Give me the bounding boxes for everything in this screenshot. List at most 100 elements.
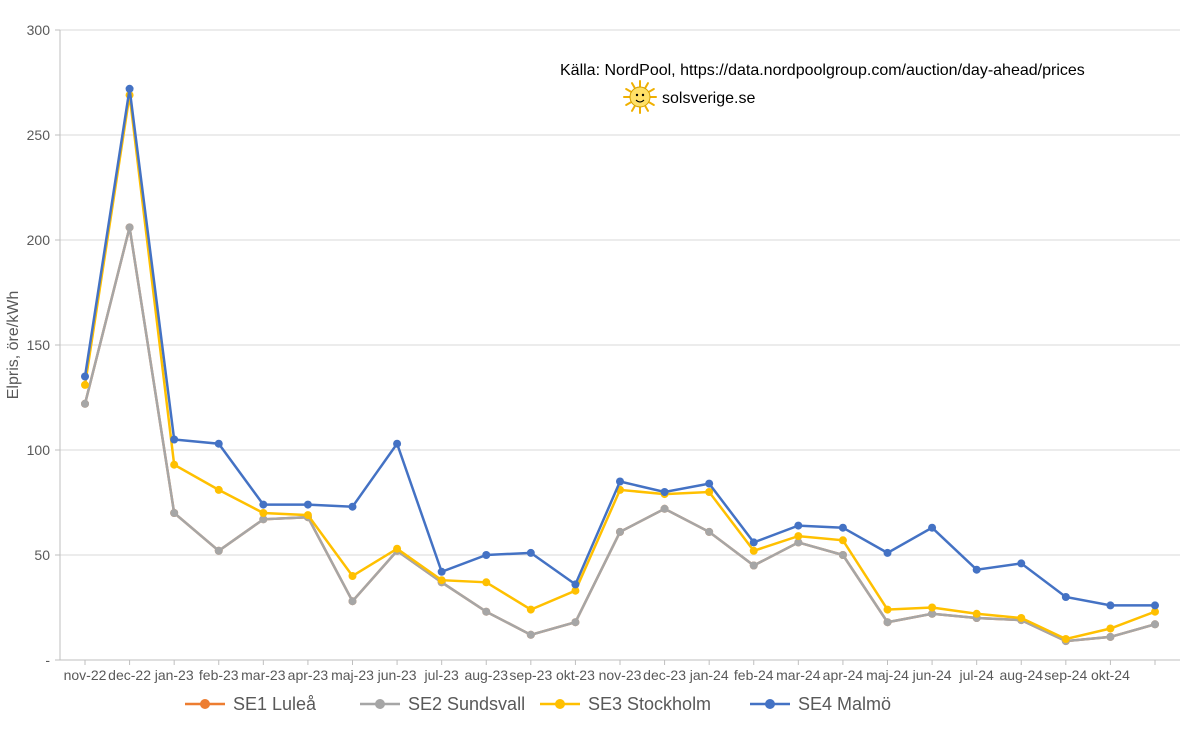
y-axis-title: Elpris, öre/kWh — [5, 291, 22, 399]
series-marker — [839, 536, 847, 544]
series-marker — [750, 562, 758, 570]
series-marker — [973, 566, 981, 574]
series-marker — [304, 501, 312, 509]
series-marker — [170, 436, 178, 444]
series-marker — [571, 618, 579, 626]
series-marker — [750, 538, 758, 546]
x-tick-label: nov-22 — [64, 667, 107, 683]
x-tick-label: dec-22 — [108, 667, 151, 683]
series-marker — [571, 580, 579, 588]
chart-svg: - 50 100 150 200 250 300 nov-22dec-22jan-23 feb-… — [0, 0, 1200, 734]
x-tick-label: okt-24 — [1091, 667, 1130, 683]
source-citation: Källa: NordPool, https://data.nordpoolgr… — [560, 62, 1085, 79]
y-tick-label: 250 — [27, 127, 51, 143]
series-marker — [973, 610, 981, 618]
series-marker — [928, 524, 936, 532]
series-marker — [438, 576, 446, 584]
y-tick-label: 100 — [27, 442, 51, 458]
x-tick-label: okt-23 — [556, 667, 595, 683]
y-tick-label: - — [45, 652, 50, 668]
series-marker — [81, 400, 89, 408]
series-marker — [438, 568, 446, 576]
y-tick-label: 150 — [27, 337, 51, 353]
series-marker — [170, 509, 178, 517]
x-tick-label: feb-23 — [199, 667, 239, 683]
x-tick-label: jul-24 — [959, 667, 994, 683]
series-marker — [349, 597, 357, 605]
x-tick-label: maj-24 — [866, 667, 909, 683]
series-marker — [527, 606, 535, 614]
series-marker — [482, 608, 490, 616]
series-marker — [304, 511, 312, 519]
series-marker — [794, 522, 802, 530]
series-marker — [393, 440, 401, 448]
y-tick-label: 50 — [34, 547, 50, 563]
series-marker — [616, 528, 624, 536]
series-marker — [215, 547, 223, 555]
x-tick-label: sep-23 — [509, 667, 552, 683]
series-marker — [215, 440, 223, 448]
series-marker — [1151, 620, 1159, 628]
legend-label: SE3 Stockholm — [588, 694, 711, 714]
x-tick-label: jan-23 — [154, 667, 194, 683]
series-marker — [215, 486, 223, 494]
series-marker — [1062, 593, 1070, 601]
series-marker — [126, 223, 134, 231]
legend-label: SE2 Sundsvall — [408, 694, 525, 714]
legend-marker — [555, 699, 565, 709]
series-marker — [1106, 601, 1114, 609]
x-tick-label: apr-23 — [288, 667, 329, 683]
legend-marker — [765, 699, 775, 709]
series-marker — [794, 532, 802, 540]
x-tick-label: jun-24 — [912, 667, 952, 683]
legend-label: SE4 Malmö — [798, 694, 891, 714]
series-marker — [661, 488, 669, 496]
legend-marker — [200, 699, 210, 709]
series-marker — [527, 549, 535, 557]
series-marker — [750, 547, 758, 555]
series-marker — [349, 572, 357, 580]
series-marker — [1017, 559, 1025, 567]
series-marker — [81, 373, 89, 381]
x-tick-label: aug-24 — [999, 667, 1043, 683]
series-marker — [616, 478, 624, 486]
x-tick-label: jul-23 — [424, 667, 459, 683]
series-marker — [527, 631, 535, 639]
series-marker — [1106, 625, 1114, 633]
series-marker — [884, 606, 892, 614]
x-tick-label: feb-24 — [734, 667, 774, 683]
legend-label: SE1 Luleå — [233, 694, 317, 714]
series-marker — [259, 501, 267, 509]
series-marker — [839, 551, 847, 559]
series-marker — [928, 604, 936, 612]
series-marker — [81, 381, 89, 389]
y-tick-label: 300 — [27, 22, 51, 38]
series-marker — [170, 461, 178, 469]
series-marker — [839, 524, 847, 532]
x-tick-label: dec-23 — [643, 667, 686, 683]
series-marker — [705, 480, 713, 488]
x-tick-label: apr-24 — [823, 667, 864, 683]
x-tick-label: mar-23 — [241, 667, 286, 683]
x-tick-label: nov-23 — [599, 667, 642, 683]
x-tick-label: mar-24 — [776, 667, 821, 683]
series-marker — [1062, 635, 1070, 643]
series-marker — [884, 549, 892, 557]
x-tick-label: sep-24 — [1044, 667, 1087, 683]
legend-marker — [375, 699, 385, 709]
series-marker — [705, 528, 713, 536]
series-marker — [349, 503, 357, 511]
x-tick-label: maj-23 — [331, 667, 374, 683]
x-tick-label: aug-23 — [464, 667, 508, 683]
series-marker — [393, 545, 401, 553]
y-tick-label: 200 — [27, 232, 51, 248]
series-marker — [1151, 601, 1159, 609]
x-tick-label: jan-24 — [689, 667, 729, 683]
series-marker — [661, 505, 669, 513]
series-marker — [482, 551, 490, 559]
x-tick-label: jun-23 — [377, 667, 417, 683]
series-marker — [1017, 614, 1025, 622]
series-marker — [884, 618, 892, 626]
source-site: solsverige.se — [662, 90, 755, 107]
series-marker — [1106, 633, 1114, 641]
